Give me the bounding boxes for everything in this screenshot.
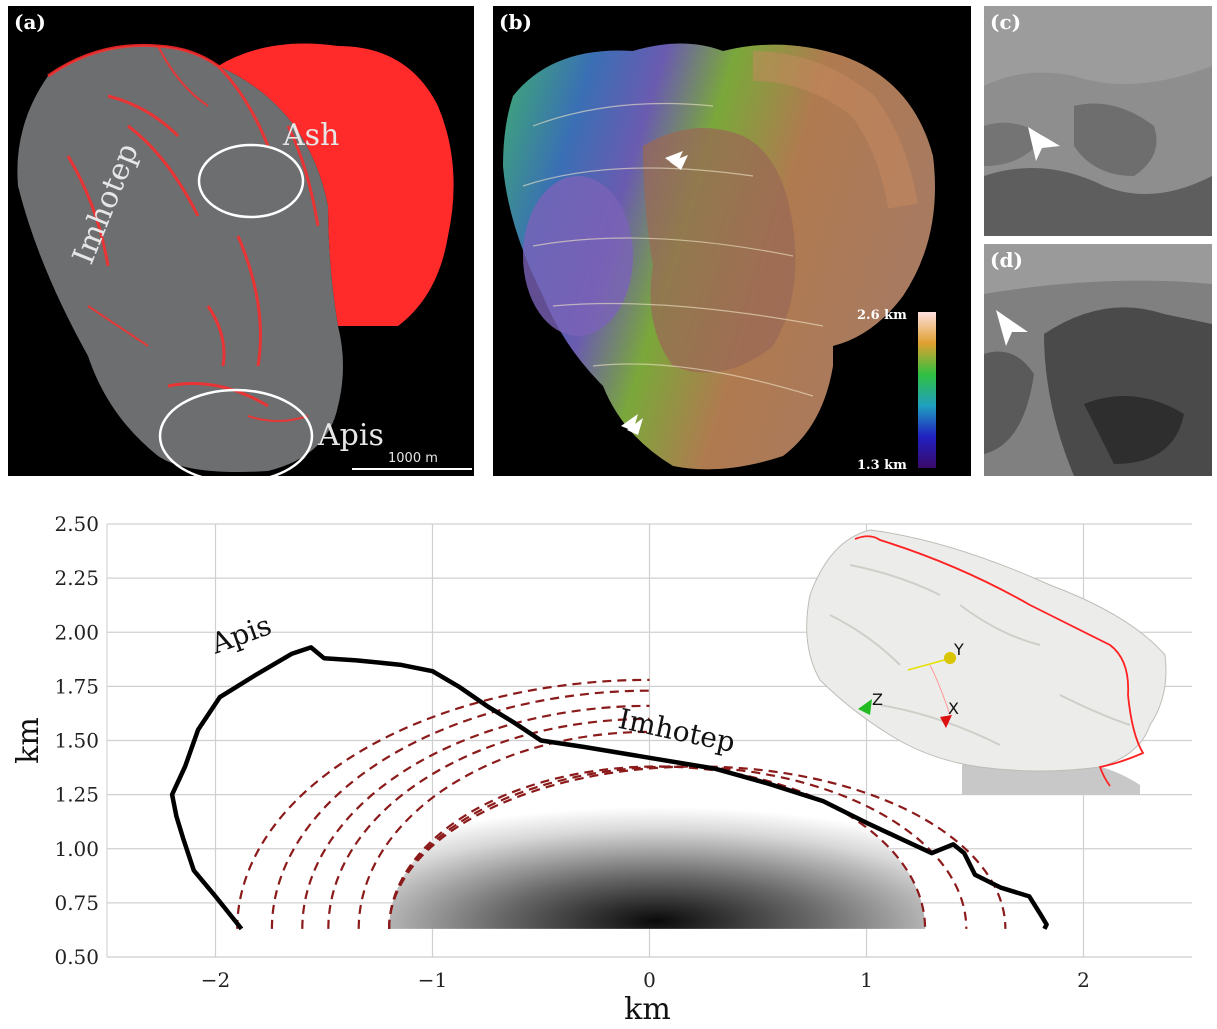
- annotation-imhotep: Imhotep: [615, 702, 738, 759]
- x-tick-label: 1: [860, 968, 873, 992]
- comet-elevation-map: [503, 43, 936, 470]
- surface-image-c: [984, 6, 1212, 236]
- comet-shape-image-a: [17, 43, 472, 476]
- cross-section-plot: Y Z X −2 −1 0 1 2 0.50 0.75 1.00 1.25 1.50 1.75 2.0…: [11, 512, 1192, 1027]
- panel-b: (b) 2.6 km 1.3 km: [493, 6, 971, 476]
- y-tick-label: 2.50: [54, 512, 99, 536]
- ash-ellipse: [197, 143, 305, 219]
- panel-c-label: (c): [990, 10, 1022, 34]
- y-tick-label: 2.00: [54, 620, 99, 644]
- y-tick-label: 0.75: [54, 891, 99, 915]
- comet-outline: [169, 645, 1049, 931]
- inset-y-axis-marker: [944, 652, 956, 664]
- x-axis-title: km: [624, 992, 671, 1027]
- axes: [106, 524, 1192, 958]
- y-tick-label: 1.50: [54, 729, 99, 753]
- colorbar-max-label: 2.6 km: [857, 308, 907, 323]
- contour-line-2: [270, 689, 650, 929]
- region-label-ash: Ash: [283, 118, 340, 153]
- contour-line-6: [388, 765, 927, 929]
- x-tick-label: 2: [1077, 968, 1090, 992]
- panel-d-label: (d): [990, 248, 1023, 272]
- inset-z-axis-marker: [858, 699, 872, 715]
- comet-outline-curve: [169, 645, 1049, 931]
- x-tick-label: −2: [201, 968, 230, 992]
- y-tick-label: 0.50: [54, 945, 99, 969]
- contour-line-5: [357, 730, 650, 929]
- x-tick-label: −1: [418, 968, 447, 992]
- panel-b-label: (b): [499, 10, 532, 34]
- inset-3d-shape: Y Z X: [806, 529, 1167, 795]
- inset-axis-label-y: Y: [953, 640, 964, 659]
- inset-red-profile-line: [854, 535, 1145, 787]
- contour-line-4: [327, 717, 650, 929]
- panel-a: (a) Ash Imhotep Apis 1000 m: [8, 6, 474, 476]
- density-field: [389, 766, 926, 929]
- contour-line-3: [301, 704, 650, 929]
- region-label-apis: Apis: [318, 418, 384, 453]
- inset-axis-label-z: Z: [872, 690, 883, 709]
- y-tick-label: 1.75: [54, 674, 99, 698]
- colorbar: [918, 312, 936, 468]
- panel-a-label: (a): [14, 10, 46, 34]
- apis-ellipse: [158, 388, 314, 476]
- surface-image-d: [984, 244, 1212, 476]
- density-shading: [389, 766, 926, 929]
- annotation-apis: Apis: [206, 608, 276, 660]
- y-tick-label: 2.25: [54, 566, 99, 590]
- y-tick-label: 1.00: [54, 837, 99, 861]
- x-tick-label: 0: [643, 968, 656, 992]
- panel-c: (c): [984, 6, 1212, 236]
- inset-x-axis-marker: [940, 715, 952, 728]
- colorbar-min-label: 1.3 km: [857, 458, 907, 473]
- scale-bar-label: 1000 m: [388, 451, 438, 466]
- inset-shape-body: [806, 529, 1167, 772]
- panel-d: (d): [984, 244, 1212, 476]
- inset-axis-label-x: X: [948, 699, 959, 718]
- y-tick-label: 1.25: [54, 783, 99, 807]
- y-axis-title: km: [11, 717, 46, 764]
